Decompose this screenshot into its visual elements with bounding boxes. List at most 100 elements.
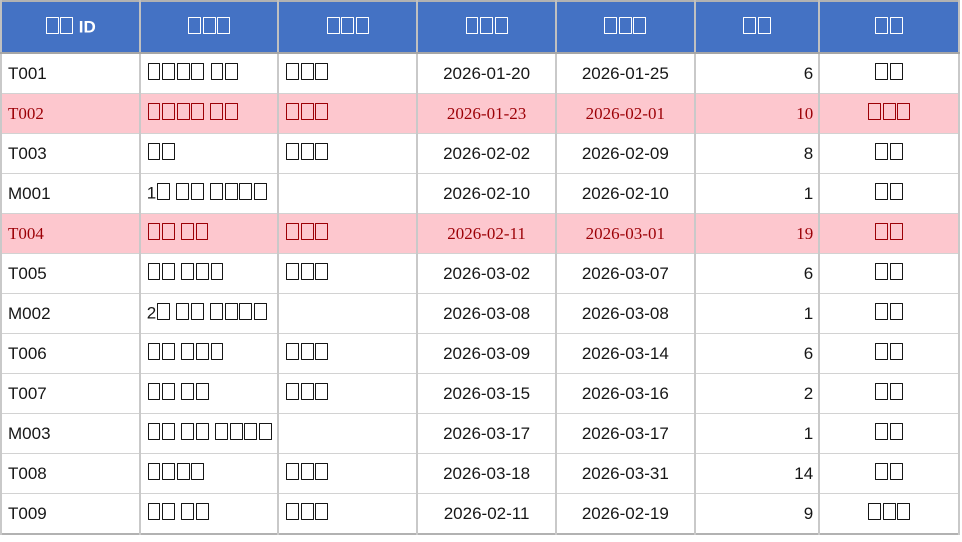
table-cell [277, 173, 419, 214]
missing-glyph-box [494, 16, 508, 34]
missing-glyph-box [147, 423, 161, 441]
missing-glyph-box [286, 263, 300, 281]
missing-glyph-box [286, 63, 300, 81]
missing-glyph-box [162, 343, 176, 361]
table-cell [138, 93, 280, 134]
missing-glyph-box [244, 423, 258, 441]
missing-glyph-box [176, 303, 190, 321]
missing-glyph-box [162, 143, 176, 161]
table-cell: T007 [0, 373, 141, 414]
missing-glyph-box [217, 16, 231, 34]
table-cell [818, 493, 960, 535]
table-cell [138, 373, 280, 414]
table-cell: M003 [0, 413, 141, 454]
table-cell [138, 493, 280, 535]
missing-glyph-box [465, 16, 479, 34]
missing-glyph-box [147, 463, 161, 481]
column-header [693, 0, 821, 54]
missing-glyph-box [147, 263, 161, 281]
column-header [138, 0, 280, 54]
table-cell: 1 [693, 173, 821, 214]
missing-glyph-box [286, 463, 300, 481]
table-cell: 2026-02-01 [554, 93, 696, 134]
missing-glyph-box [253, 303, 267, 321]
missing-glyph-box [225, 63, 238, 81]
missing-glyph-box [210, 103, 223, 121]
table-cell [277, 293, 419, 334]
table-row: T007 2026-03-15 2026-03-16 2 [0, 373, 960, 414]
table-cell: 2026-01-23 [416, 93, 557, 134]
missing-glyph-box [633, 16, 647, 34]
table-cell [138, 52, 280, 94]
table-cell: 6 [693, 333, 821, 374]
missing-glyph-box [210, 63, 224, 81]
missing-glyph-box [315, 63, 329, 81]
table-cell: 2026-03-07 [554, 253, 696, 294]
missing-glyph-box [162, 383, 176, 401]
table-cell [818, 413, 960, 454]
table-cell: 2026-02-19 [554, 493, 696, 535]
missing-glyph-box [875, 423, 889, 441]
table-cell: T001 [0, 52, 141, 94]
missing-glyph-box [162, 463, 176, 481]
table-cell: 2026-02-10 [416, 173, 557, 214]
table-cell [277, 133, 419, 174]
table-cell [818, 52, 960, 94]
missing-glyph-box [176, 463, 190, 481]
table-cell [818, 93, 960, 134]
missing-glyph-box [618, 16, 632, 34]
table-cell [138, 413, 280, 454]
table-row: M002 2 2026-03-08 2026-03-08 1 [0, 293, 960, 334]
missing-glyph-box [210, 343, 224, 361]
missing-glyph-box [191, 103, 205, 121]
missing-glyph-box [224, 303, 238, 321]
table-cell [138, 253, 280, 294]
missing-glyph-box [191, 63, 205, 81]
table-cell [818, 133, 960, 174]
missing-glyph-box [875, 463, 889, 481]
missing-glyph-box [286, 383, 300, 401]
missing-glyph-box [875, 303, 889, 321]
missing-glyph-box [875, 63, 889, 81]
table-cell: 1 [693, 293, 821, 334]
missing-glyph-box [176, 63, 190, 81]
table-cell: 19 [693, 213, 821, 254]
missing-glyph-box [147, 503, 161, 521]
table-cell [818, 253, 960, 294]
table-cell: 2026-01-25 [554, 52, 696, 94]
missing-glyph-box [875, 183, 889, 201]
missing-glyph-box [239, 303, 253, 321]
missing-glyph-box [300, 263, 314, 281]
missing-glyph-box [147, 143, 161, 161]
missing-glyph-box [188, 16, 201, 34]
table-row: T004 2026-02-11 2026-03-01 19 [0, 213, 960, 254]
missing-glyph-box [286, 223, 300, 241]
missing-glyph-box [60, 16, 74, 34]
table-cell [277, 52, 419, 94]
table-cell: T005 [0, 253, 141, 294]
missing-glyph-box [195, 223, 209, 241]
missing-glyph-box [190, 183, 204, 201]
header-row: ID [0, 0, 960, 54]
table-cell: 6 [693, 253, 821, 294]
missing-glyph-box [181, 503, 195, 521]
missing-glyph-box [300, 143, 314, 161]
table-cell: 10 [693, 93, 821, 134]
missing-glyph-box [604, 16, 618, 34]
table-cell: 2026-02-11 [416, 493, 557, 535]
table-cell: 6 [693, 52, 821, 94]
missing-glyph-box [147, 223, 161, 241]
missing-glyph-box [157, 303, 170, 321]
missing-glyph-box [224, 103, 238, 121]
table-row: T002 2026-01-23 2026-02-01 10 [0, 93, 960, 134]
missing-glyph-box [162, 223, 176, 241]
missing-glyph-box [196, 503, 209, 521]
missing-glyph-box [286, 343, 300, 361]
table-cell: 2026-02-09 [554, 133, 696, 174]
table-cell: 2026-01-20 [416, 52, 557, 94]
missing-glyph-box [300, 103, 314, 121]
table-cell [277, 333, 419, 374]
missing-glyph-box [162, 263, 176, 281]
missing-glyph-box [224, 183, 238, 201]
